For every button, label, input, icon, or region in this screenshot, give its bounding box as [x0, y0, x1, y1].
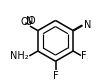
- Text: O: O: [21, 17, 29, 27]
- Text: F: F: [81, 51, 87, 61]
- Text: NH₂: NH₂: [10, 51, 29, 61]
- Text: N: N: [83, 20, 91, 30]
- Text: F: F: [53, 71, 58, 81]
- Text: N: N: [26, 16, 33, 26]
- Text: O: O: [27, 16, 35, 26]
